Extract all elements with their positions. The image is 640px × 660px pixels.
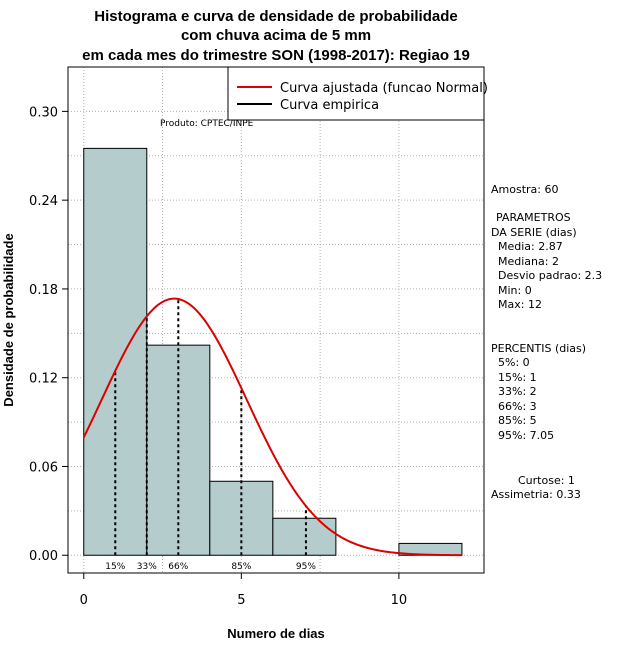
stat-curtose: Curtose: 1 [518,474,575,487]
product-label: Produto: CPTEC/INPE [160,119,254,129]
legend-box [227,66,485,121]
percentile-lines: 15% 33% 66% 85% 95% [105,299,316,572]
stat-p95: 95%: 7.05 [498,429,554,442]
stat-p33: 33%: 2 [498,385,537,398]
stat-params-header-1: PARAMETROS [496,211,571,224]
y-tick-label-2: 0.12 [29,372,58,387]
percentile-label-33%: 33% [137,562,157,572]
stat-media: Media: 2.87 [498,240,563,253]
stat-max: Max: 12 [498,298,542,311]
percentile-label-95%: 95% [296,562,316,572]
stat-p5: 5%: 0 [498,356,530,369]
y-axis-title: Densidade de probabilidade [1,233,16,406]
stat-assimetria: Assimetria: 0.33 [491,488,581,501]
legend-label-empirical: Curva empirica [280,98,379,113]
y-tick-label-3: 0.18 [29,283,58,298]
chart-title-line-3: em cada mes do trimestre SON (1998-2017)… [82,47,470,64]
chart-title-line-2: com chuva acima de 5 mm [181,27,371,44]
axes: 0 5 10 0.00 0.06 0.12 0.18 0.24 0.30 [29,105,407,608]
histogram-bars [83,147,463,556]
stat-params-header-2: DA SERIE (dias) [491,226,577,239]
y-tick-label-4: 0.24 [29,194,58,209]
percentile-label-15%: 15% [105,562,125,572]
legend: Curva ajustada (funcao Normal) Curva emp… [227,66,488,121]
x-tick-label-0: 0 [80,593,88,608]
chart-title-line-1: Histograma e curva de densidade de proba… [94,8,457,25]
stat-p15: 15%: 1 [498,371,537,384]
legend-label-normal: Curva ajustada (funcao Normal) [280,81,488,96]
x-axis-title: Numero de dias [227,626,325,641]
normal-fit-curve [82,297,462,557]
percentile-label-66%: 66% [168,562,188,572]
stat-percentis-header: PERCENTIS (dias) [491,342,586,355]
stat-mediana: Mediana: 2 [498,255,559,268]
x-tick-label-1: 5 [237,593,245,608]
histogram-bar-3 [272,517,337,556]
x-tick-label-2: 10 [391,593,408,608]
stats-panel: Amostra: 60 PARAMETROS DA SERIE (dias) M… [491,183,602,501]
stat-p85: 85%: 5 [498,414,537,427]
stat-sample: Amostra: 60 [491,183,558,196]
y-tick-label-0: 0.00 [29,549,58,564]
stat-min: Min: 0 [498,284,532,297]
stat-p66: 66%: 3 [498,400,537,413]
stat-desvio: Desvio padrao: 2.3 [498,269,602,282]
y-tick-label-5: 0.30 [29,105,58,120]
percentile-label-85%: 85% [231,562,251,572]
y-tick-label-1: 0.06 [29,460,58,475]
